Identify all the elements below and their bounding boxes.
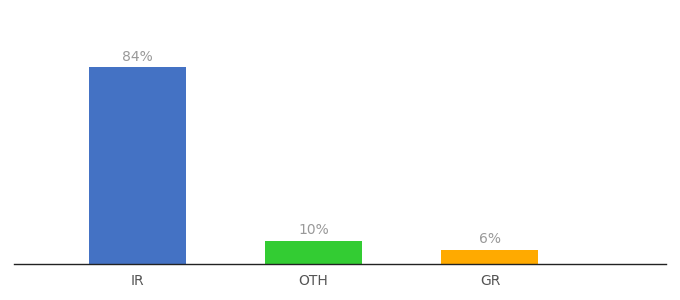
Text: 84%: 84% [122, 50, 152, 64]
Text: 10%: 10% [298, 223, 329, 237]
Bar [441, 250, 539, 264]
Text: 6%: 6% [479, 232, 501, 247]
Bar [265, 241, 362, 264]
Bar [88, 68, 186, 264]
